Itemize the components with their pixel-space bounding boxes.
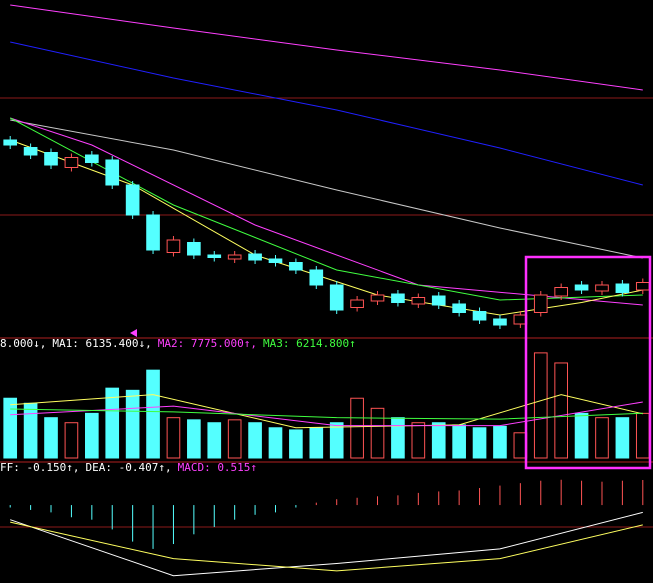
legend-text: MA2: 7775.000↑, [158, 337, 257, 350]
ma-line [10, 521, 643, 572]
candle-body [85, 154, 99, 163]
candle-body [635, 282, 650, 291]
ma-line [10, 408, 643, 420]
volume-bar [493, 425, 507, 459]
candle-body [207, 254, 222, 258]
candle-body [289, 262, 303, 271]
ma-line [10, 139, 643, 316]
candle-body [574, 284, 589, 291]
volume-bar [227, 419, 242, 459]
candle-body [615, 283, 630, 293]
volume-bar [3, 397, 18, 459]
candle-body [125, 184, 140, 216]
ma-line [10, 41, 643, 186]
volume-bar [329, 422, 344, 459]
volume-bar [350, 397, 364, 459]
candle-body [533, 294, 548, 313]
candle-body [309, 269, 324, 286]
legend-text: 8.000↓, [0, 337, 46, 350]
candle-body [64, 157, 79, 168]
volume-bar [125, 389, 140, 459]
candle-body [350, 299, 364, 308]
volume-bar [431, 422, 446, 459]
volume-bar [207, 422, 222, 459]
volume-bar [370, 407, 385, 459]
candle-body [329, 284, 344, 311]
volume-bar [289, 429, 303, 459]
volume-bar [554, 362, 568, 459]
volume-bar [187, 419, 201, 459]
volume-bar [574, 412, 589, 459]
candle-body [146, 214, 160, 251]
candle-body [370, 294, 385, 302]
volume-bar [635, 412, 650, 459]
legend-text: MACD: 0.515↑ [178, 461, 257, 474]
candle-body [23, 147, 38, 156]
volume-bar [615, 417, 630, 459]
candle-body [268, 258, 283, 263]
volume-bar [411, 422, 426, 459]
volume-bar [64, 422, 79, 459]
volume-bar [105, 387, 120, 459]
candle-body [187, 242, 201, 256]
volume-bar [595, 417, 609, 459]
candle-body [3, 139, 18, 146]
volume-bar [533, 352, 548, 459]
candle-body [411, 297, 426, 305]
ma-line [10, 4, 643, 91]
volume-bar [472, 427, 487, 459]
candle-body [595, 284, 609, 292]
ma-line [10, 119, 643, 259]
volume-bar [268, 427, 283, 459]
candle-body [554, 287, 568, 297]
volume-bar [44, 417, 58, 459]
volume-bar [85, 412, 99, 459]
candle-body [105, 159, 120, 186]
volume-bar [391, 417, 405, 459]
ma-line [10, 511, 643, 577]
volume-bar [452, 424, 466, 459]
legend-text: MA3: 6214.800↑ [263, 337, 356, 350]
volume-bar [146, 369, 160, 459]
volume-bar [248, 422, 262, 459]
candle-body [431, 295, 446, 306]
candle-body [391, 293, 405, 303]
ma-line [10, 117, 643, 306]
highlight-box [524, 255, 652, 470]
candle-body [472, 311, 487, 321]
legend-text: DEA: -0.407↑, [85, 461, 171, 474]
candle-body [493, 318, 507, 326]
volume-bar [309, 427, 324, 459]
candle-body [166, 239, 181, 253]
candle-body [44, 152, 58, 166]
ma-line [10, 394, 643, 429]
volume-bar [166, 417, 181, 459]
marker [130, 329, 137, 337]
legend-text: FF: -0.150↑, [0, 461, 79, 474]
candle-body [248, 253, 262, 261]
candle-body [452, 303, 466, 313]
legend-text: MA1: 6135.400↓, [52, 337, 151, 350]
candle-body [227, 254, 242, 260]
plot: 8.000↓, MA1: 6135.400↓, MA2: 7775.000↑, MA3… [0, 4, 650, 577]
volume-bar [23, 402, 38, 459]
ma-line [9, 117, 643, 301]
ma-line [10, 401, 643, 427]
